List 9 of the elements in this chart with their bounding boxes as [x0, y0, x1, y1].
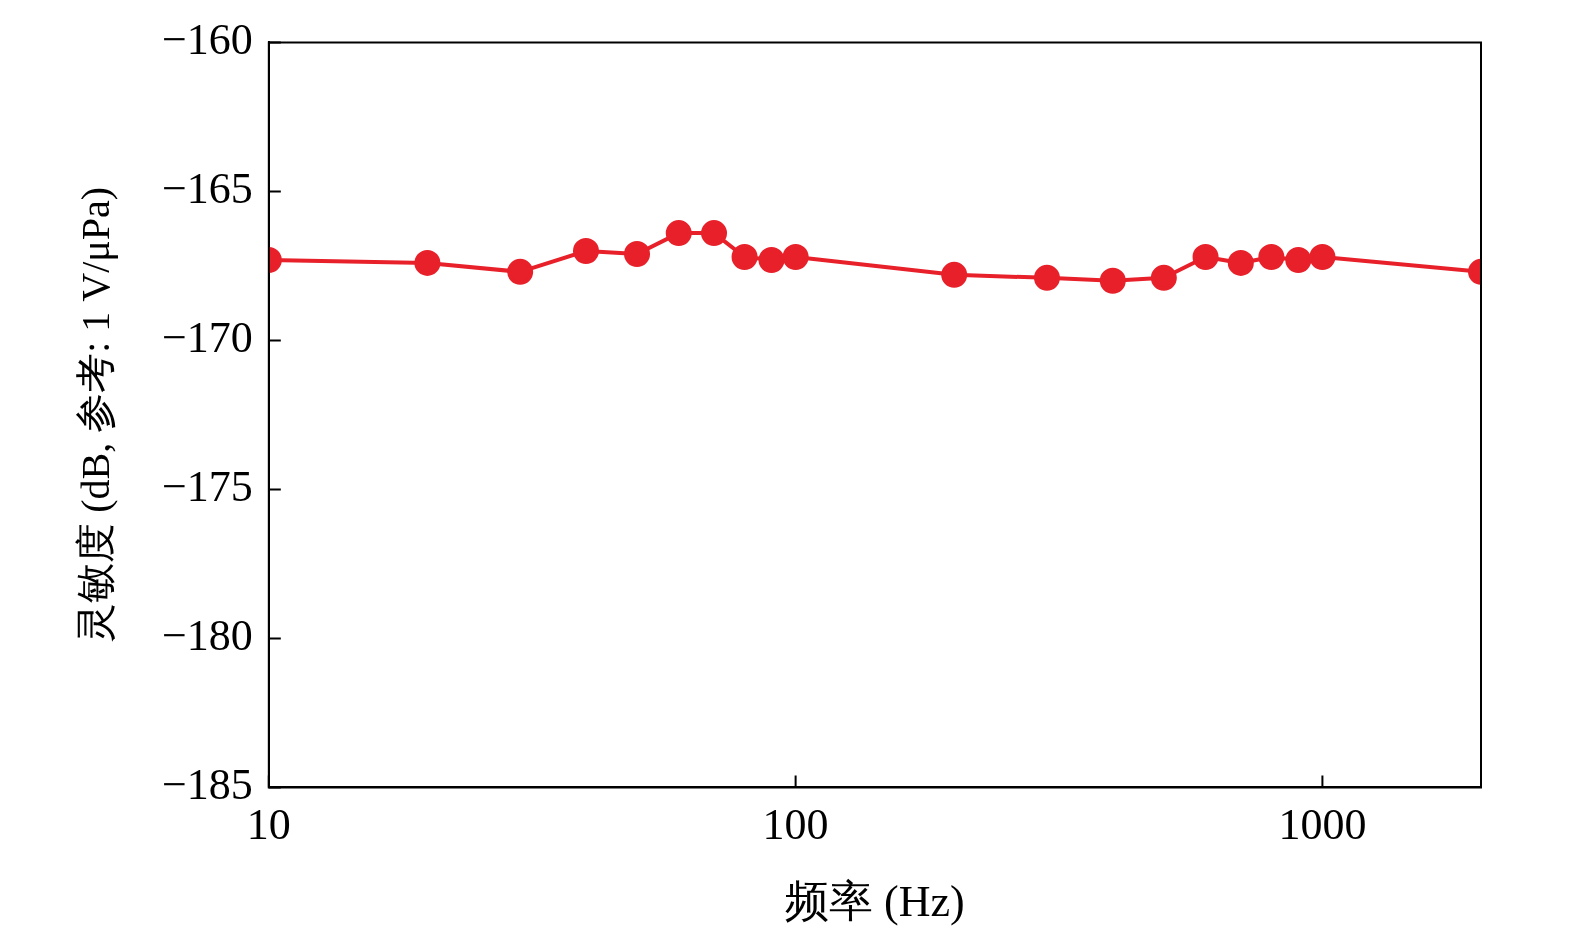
y-tick-label: −160	[161, 14, 253, 64]
x-axis-title: 频率 (Hz)	[785, 877, 965, 927]
y-tick-label: −175	[161, 461, 253, 511]
y-tick-label: −180	[161, 610, 253, 660]
y-tick-label: −165	[161, 163, 253, 213]
y-tick-label: −170	[161, 312, 253, 362]
x-tick-label: 1000	[1278, 800, 1367, 850]
x-tick-label: 100	[762, 800, 829, 850]
y-axis-title: 灵敏度 (dB, 参考: 1 V/μPa)	[72, 186, 118, 643]
